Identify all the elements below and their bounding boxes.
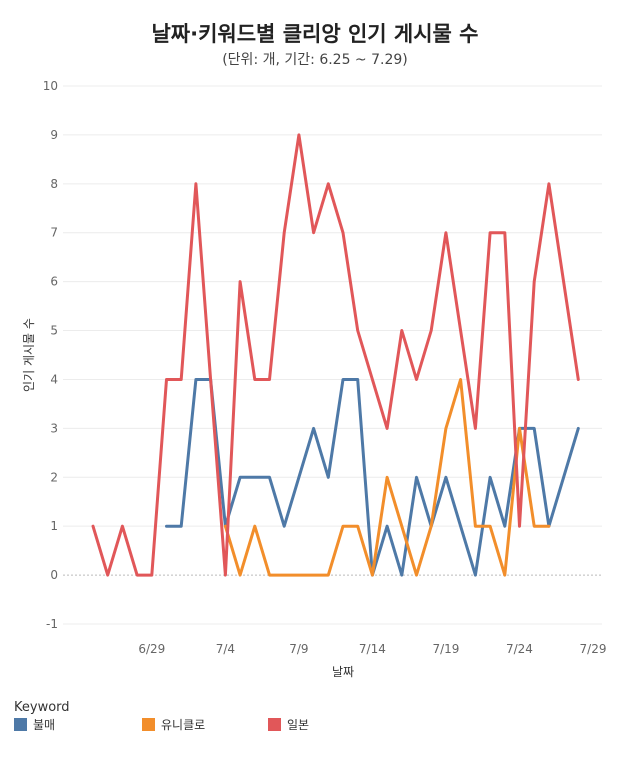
legend-item-japan: 일본 — [268, 716, 309, 733]
legend-swatch-uniqlo — [142, 718, 155, 731]
series-line-2-segment-0 — [91, 133, 580, 577]
legend-label-japan: 일본 — [287, 718, 310, 732]
series-line-1-segment-0 — [223, 378, 551, 577]
y-tick-label-8: 7 — [50, 226, 58, 240]
y-tick-label-7: 6 — [50, 275, 58, 289]
y-axis-label: 인기 게시물 수 — [22, 318, 36, 392]
series-lines — [91, 133, 580, 577]
chart-title: 날짜·키워드별 클리앙 인기 게시물 수 — [151, 22, 479, 46]
chart-subtitle: (단위: 개, 기간: 6.25 ~ 7.29) — [222, 52, 408, 68]
line-chart: -1 0 1 2 3 4 5 6 7 8 9 10 6/29 7/4 7/9 7/14 7/19 7/24 7/2… — [22, 79, 606, 679]
y-tick-label-10: 9 — [50, 128, 58, 142]
x-tick-label-5: 7/24 — [506, 642, 533, 656]
legend-swatch-boycott — [14, 718, 27, 731]
gridlines — [63, 85, 602, 625]
legend-swatch-japan — [268, 718, 281, 731]
y-tick-label-4: 3 — [50, 421, 58, 435]
y-tick-label-11: 10 — [43, 79, 58, 93]
y-tick-label-6: 5 — [50, 324, 58, 338]
x-tick-label-4: 7/19 — [432, 642, 459, 656]
legend-item-boycott: 불매 — [14, 716, 55, 733]
y-tick-label-5: 4 — [50, 372, 58, 386]
y-tick-label-2: 1 — [50, 519, 58, 533]
legend-label-uniqlo: 유니클로 — [161, 718, 206, 732]
y-tick-label-1: 0 — [50, 568, 58, 582]
x-tick-label-2: 7/9 — [289, 642, 308, 656]
legend-title: Keyword — [14, 700, 70, 715]
x-tick-label-0: 6/29 — [138, 642, 165, 656]
legend-item-uniqlo: 유니클로 — [142, 716, 205, 733]
x-tick-label-6: 7/29 — [580, 642, 607, 656]
x-tick-label-3: 7/14 — [359, 642, 386, 656]
legend-label-boycott: 불매 — [33, 718, 56, 732]
y-tick-label-0: -1 — [46, 617, 58, 631]
x-axis-label: 날짜 — [332, 665, 354, 679]
y-tick-label-3: 2 — [50, 470, 58, 484]
x-axis-ticks: 6/29 7/4 7/9 7/14 7/19 7/24 7/29 — [138, 642, 606, 656]
y-tick-label-9: 8 — [50, 177, 58, 191]
legend: Keyword 불매 유니클로 일본 — [14, 700, 614, 750]
y-axis-ticks: -1 0 1 2 3 4 5 6 7 8 9 10 — [43, 79, 58, 631]
x-tick-label-1: 7/4 — [216, 642, 235, 656]
